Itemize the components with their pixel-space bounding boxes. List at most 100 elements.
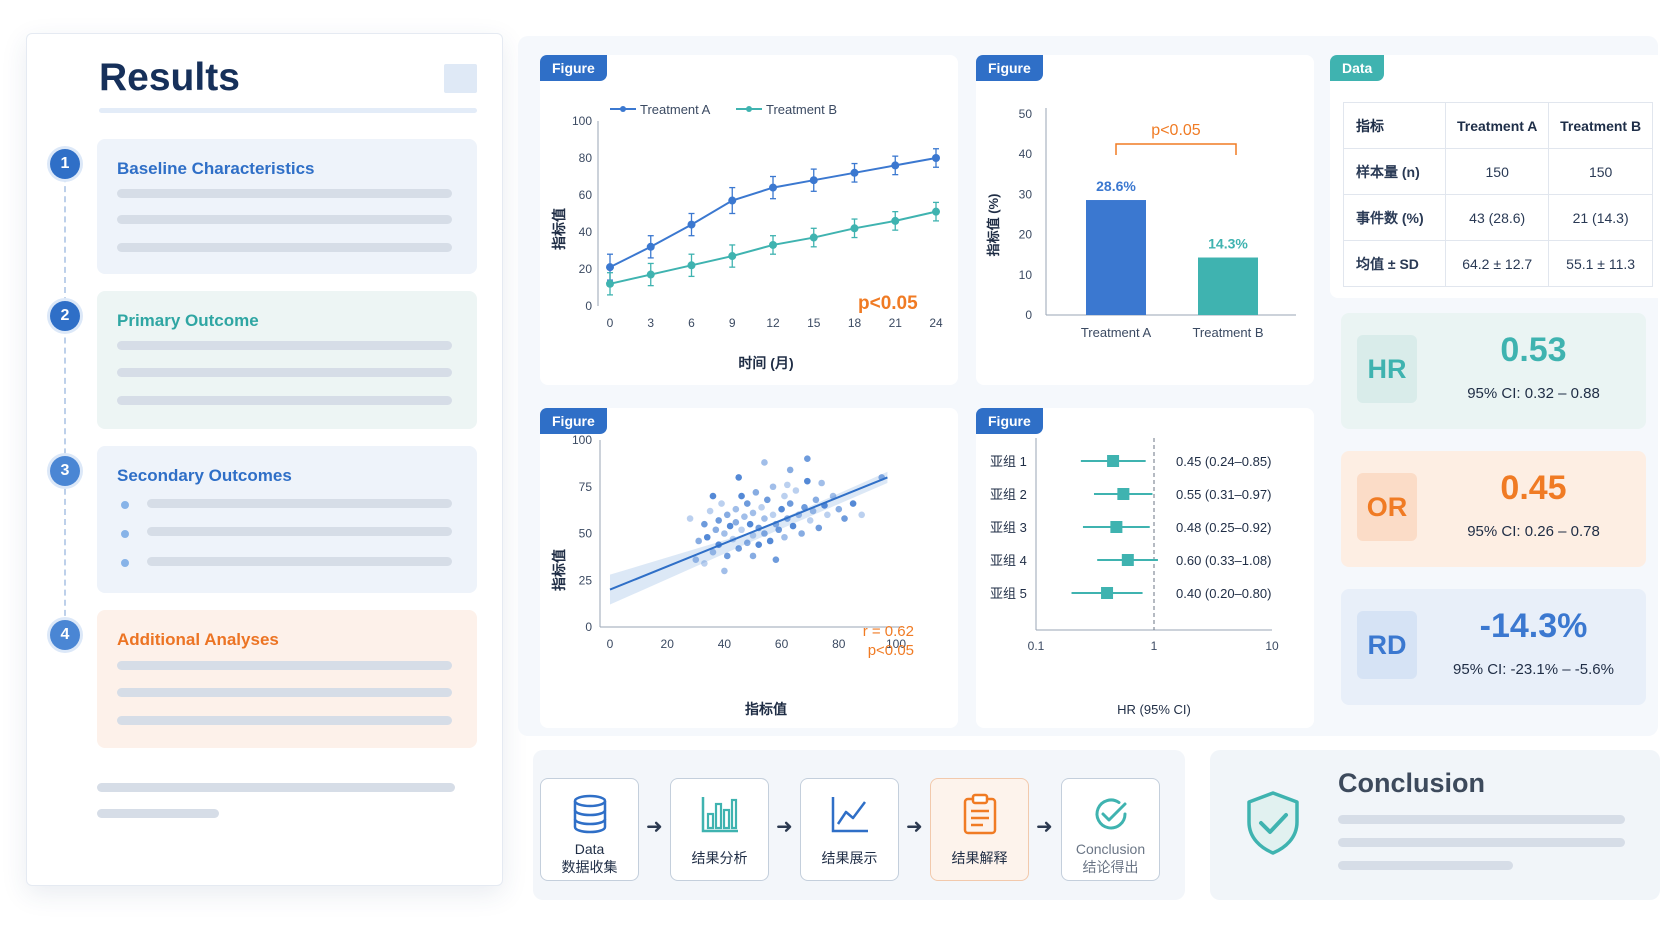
- section-title-baseline: Baseline Characteristics: [117, 159, 315, 178]
- hr-marker: [1107, 455, 1120, 467]
- stat-value-hr: 0.53: [1500, 331, 1567, 369]
- bar-chart-icon: [700, 793, 740, 835]
- text-placeholder: [117, 716, 452, 725]
- table-header: Treatment A: [1445, 102, 1550, 149]
- workflow-step-conclusion[interactable]: Conclusion 结论得出: [1061, 778, 1160, 881]
- text-placeholder: [117, 215, 452, 224]
- y-axis-label: 指标值 (%): [986, 194, 1001, 257]
- bar-value-label: 28.6%: [1096, 178, 1136, 194]
- x-tick-label: 9: [729, 316, 736, 330]
- data-point: [850, 168, 859, 177]
- x-tick-label: 24: [929, 316, 943, 330]
- bullet-icon: [121, 559, 129, 567]
- text-placeholder: [117, 243, 452, 252]
- scatter-point: [749, 552, 757, 560]
- y-tick-label: 60: [579, 188, 593, 202]
- y-tick-label: 75: [579, 480, 593, 494]
- y-tick-label: 0: [585, 299, 592, 313]
- scatter-point: [709, 492, 717, 500]
- x-tick-label: 80: [832, 637, 846, 651]
- text-placeholder: [1338, 815, 1625, 824]
- scatter-point: [804, 455, 811, 462]
- section-card-additional[interactable]: Additional Analyses: [97, 610, 477, 748]
- data-table: 指标 Treatment A Treatment B 样本量 (n) 150 1…: [1342, 102, 1653, 287]
- scatter-point: [706, 507, 714, 515]
- line-chart-icon: [830, 793, 870, 835]
- text-placeholder: [1338, 838, 1625, 847]
- data-point: [646, 270, 655, 279]
- bar-2: [1198, 257, 1258, 315]
- y-tick-label: 50: [579, 527, 593, 541]
- arrow-right-icon: ➜: [776, 816, 793, 838]
- section-card-baseline[interactable]: Baseline Characteristics: [97, 139, 477, 274]
- scatter-point: [726, 522, 734, 530]
- stat-abbr-or: OR: [1357, 473, 1417, 541]
- section-title-secondary: Secondary Outcomes: [117, 466, 292, 485]
- scatter-point: [786, 466, 794, 474]
- x-tick-label: 21: [889, 316, 903, 330]
- x-tick-label: 40: [718, 637, 732, 651]
- x-tick-label: 0.1: [1028, 639, 1045, 653]
- scatter-point: [804, 477, 811, 485]
- bar-1: [1086, 200, 1146, 315]
- bar-value-label: 14.3%: [1208, 236, 1248, 252]
- scatter-point: [761, 459, 768, 466]
- stat-ci-rd: 95% CI: -23.1% – -5.6%: [1453, 661, 1614, 678]
- correlation-annotation: r = 0.62: [863, 623, 914, 640]
- section-card-primary[interactable]: Primary Outcome: [97, 291, 477, 429]
- workflow-step-analysis[interactable]: 结果分析: [670, 778, 769, 881]
- x-axis-label: 指标值: [745, 701, 787, 717]
- workflow-step-display[interactable]: 结果展示: [800, 778, 899, 881]
- data-point: [769, 240, 777, 249]
- scatter-point: [746, 520, 754, 528]
- hr-ci-label: 0.40 (0.20–0.80): [1176, 586, 1271, 601]
- workflow-label-en: Data: [574, 841, 605, 857]
- title-underline: [99, 108, 477, 113]
- figure-scatter-plot: Figure 0 25 50 75 100 0 20 40 60 80 100 r = 0.62 p…: [540, 408, 958, 728]
- x-axis-label: HR (95% CI): [1117, 702, 1191, 717]
- workflow-label-zh: 结论得出: [1082, 859, 1139, 875]
- stat-card-hr: HR 0.53 95% CI: 0.32 – 0.88: [1341, 313, 1646, 429]
- scatter-point: [721, 567, 728, 575]
- hr-ci-label: 0.45 (0.24–0.85): [1176, 454, 1271, 469]
- table-cell: 55.1 ± 11.3: [1548, 240, 1653, 287]
- scatter-point: [732, 518, 740, 526]
- data-point: [809, 233, 818, 242]
- workflow-step-data[interactable]: Data 数据收集: [540, 778, 639, 881]
- scatter-point: [743, 500, 751, 507]
- data-point: [606, 279, 614, 288]
- scatter-point: [761, 515, 768, 522]
- section-title-additional: Additional Analyses: [117, 630, 279, 649]
- scatter-point: [743, 539, 751, 547]
- text-placeholder: [117, 368, 452, 377]
- scatter-point: [815, 524, 823, 532]
- scatter-point: [806, 517, 814, 524]
- data-point: [769, 183, 777, 192]
- conclusion-title: Conclusion: [1338, 768, 1485, 798]
- arrow-right-icon: ➜: [906, 816, 923, 838]
- workflow-step-interpret[interactable]: 结果解释: [930, 778, 1029, 881]
- scatter-point: [723, 511, 731, 519]
- legend-treatment-b: Treatment B: [766, 102, 837, 117]
- scatter-point: [789, 522, 797, 530]
- table-cell: 21 (14.3): [1548, 194, 1653, 241]
- scatter-point: [766, 537, 774, 545]
- text-placeholder: [117, 396, 452, 405]
- text-placeholder: [147, 499, 452, 508]
- scatter-point: [732, 505, 740, 513]
- y-tick-label: 20: [579, 262, 593, 276]
- hr-marker: [1121, 554, 1134, 566]
- table-row: 事件数 (%) 43 (28.6) 21 (14.3): [1342, 194, 1653, 241]
- x-tick-label: 15: [807, 316, 821, 330]
- text-placeholder: [147, 527, 452, 536]
- hr-ci-label: 0.48 (0.25–0.92): [1176, 520, 1271, 535]
- text-placeholder: [117, 688, 452, 697]
- figure-forest-plot: Figure 0.1 1 10 亚组 1 0.45 (0.24–0.85) 亚组 2 0.…: [976, 408, 1314, 728]
- y-tick-label: 10: [1019, 268, 1033, 282]
- section-card-secondary[interactable]: Secondary Outcomes: [97, 446, 477, 593]
- scatter-point: [778, 505, 785, 513]
- step-number-2: 2: [50, 301, 80, 331]
- section-title-primary: Primary Outcome: [117, 311, 259, 330]
- table-row: 样本量 (n) 150 150: [1342, 148, 1653, 195]
- hr-ci-label: 0.55 (0.31–0.97): [1176, 487, 1271, 502]
